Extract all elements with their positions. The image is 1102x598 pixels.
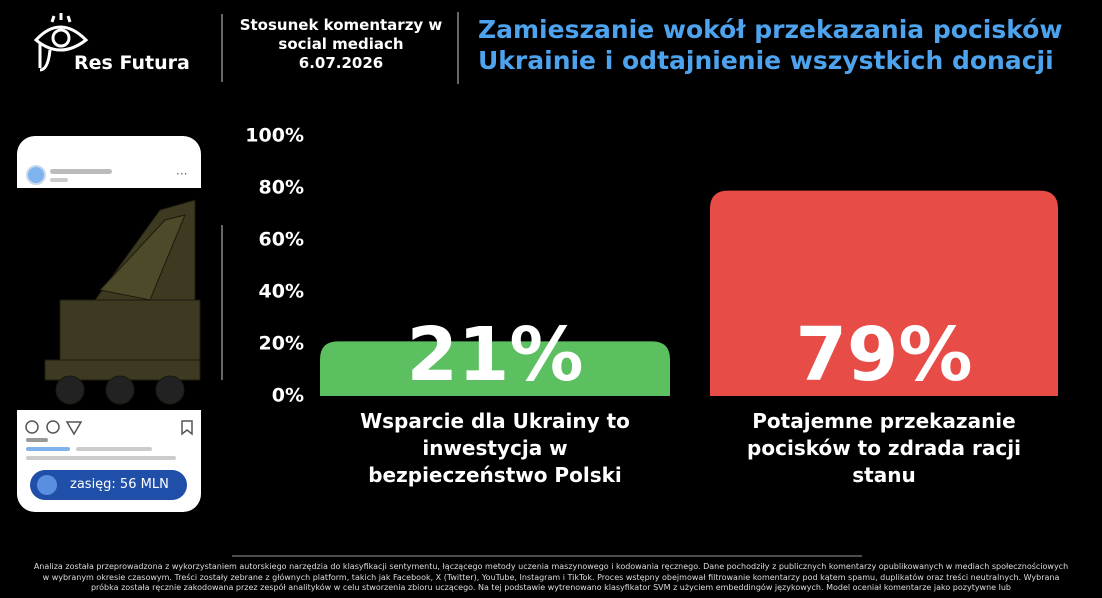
category-label: Potajemne przekazanie pocisków to zdrada… (747, 409, 1021, 487)
logo-icon (33, 13, 89, 72)
y-tick-label: 0% (272, 385, 304, 407)
bar (710, 190, 1058, 396)
subtitle: Stosunek komentarzy w social mediach (239, 16, 443, 53)
header-subtitle: Stosunek komentarzy w social mediach 6.07… (228, 16, 454, 73)
y-tick-label: 100% (245, 125, 304, 147)
title: Zamieszanie wokół przekazania pocisków U… (478, 15, 1063, 75)
value-label: 79% (795, 312, 972, 398)
reach-label: zasięg: 56 MLN (70, 477, 169, 492)
bar (320, 341, 670, 396)
y-tick-label: 80% (259, 177, 304, 199)
date: 6.07.2026 (298, 54, 384, 72)
logo-text: Res Futura (74, 52, 190, 74)
value-label: 21% (406, 312, 583, 398)
category-label: Wsparcie dla Ukrainy to inwestycja w bez… (360, 409, 630, 487)
y-tick-label: 60% (259, 229, 304, 251)
footnote: Analiza została przeprowadzona z wykorzy… (33, 562, 1069, 592)
y-tick-label: 20% (259, 333, 304, 355)
svg-text:···: ··· (176, 167, 187, 181)
post-mockup: ··· (17, 136, 201, 512)
y-tick-label: 40% (259, 281, 304, 303)
